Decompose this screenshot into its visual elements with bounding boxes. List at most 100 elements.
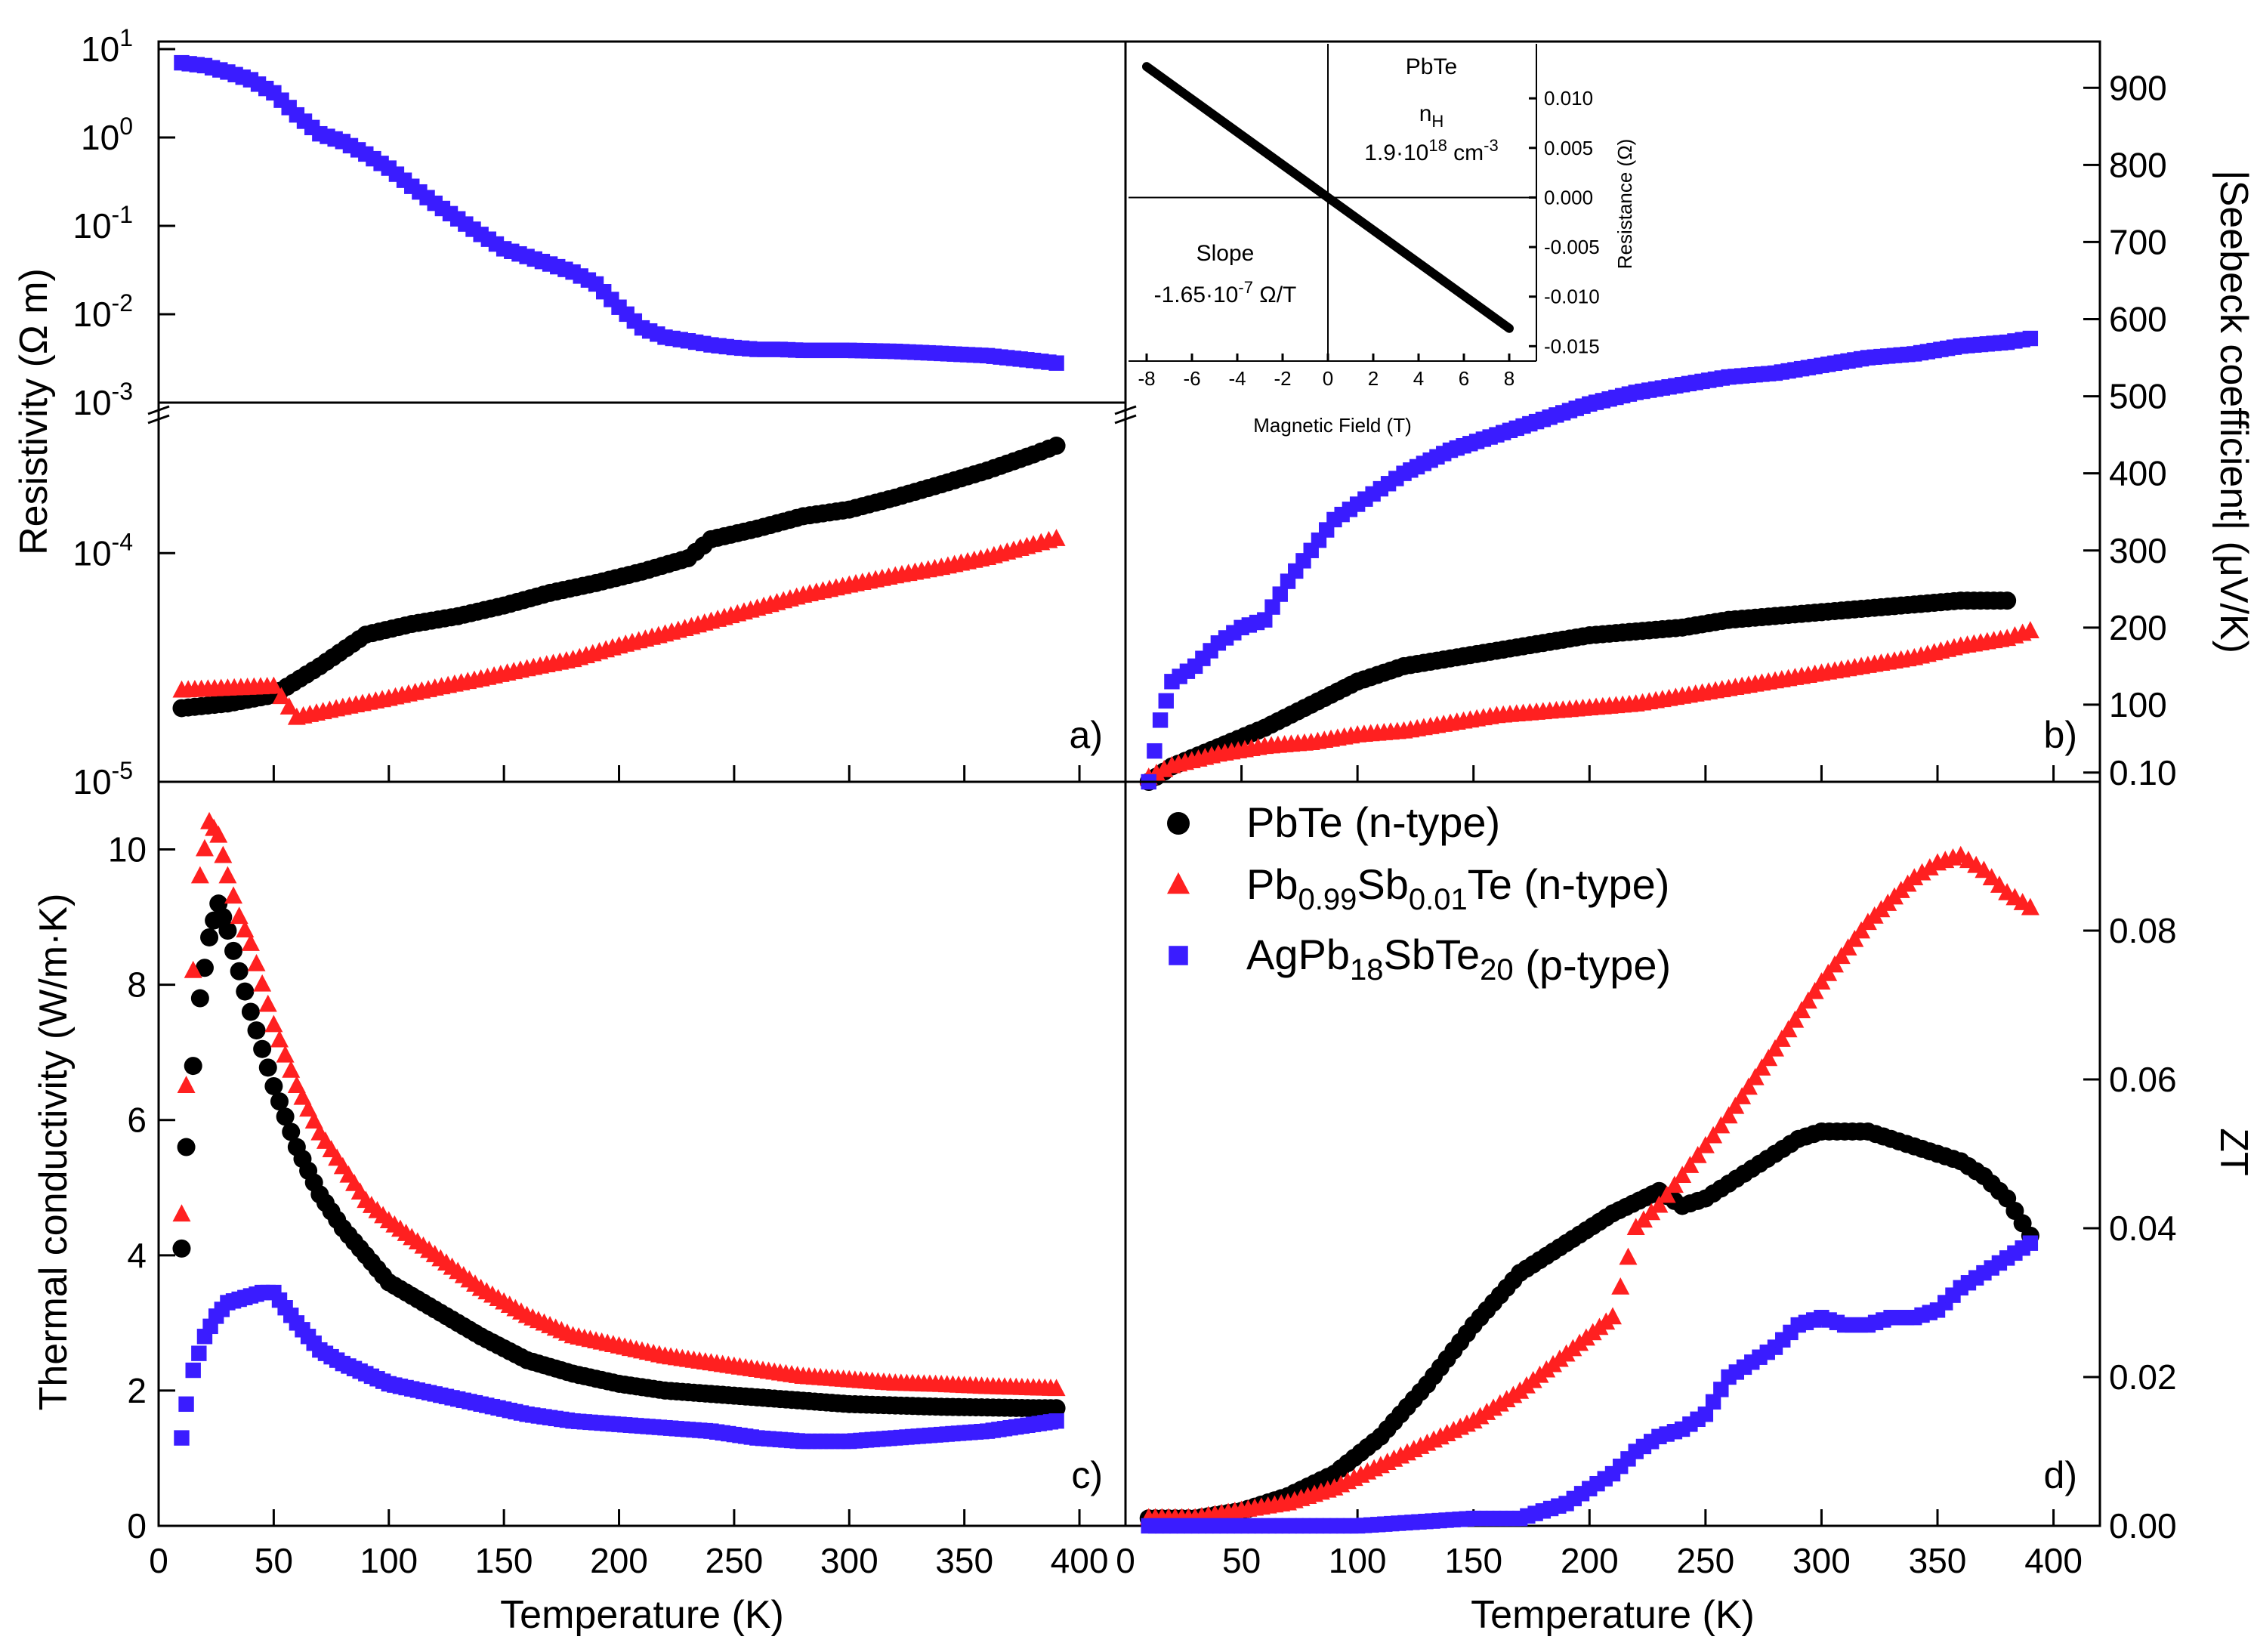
inset-x-tick-label: -2	[1274, 367, 1291, 390]
x-axis-title-c: Temperature (K)	[500, 1593, 784, 1637]
data-point-c	[190, 866, 209, 884]
data-point-c	[178, 1396, 194, 1413]
y-tick-label-b: 200	[2109, 608, 2167, 647]
x-tick-label-d: 200	[1561, 1541, 1619, 1580]
data-point-a	[1047, 529, 1066, 546]
inset-slope-label: Slope	[1196, 241, 1255, 266]
data-point-d	[1697, 1407, 1714, 1422]
y-tick-label-b: 900	[2109, 68, 2167, 107]
inset-y-tick-label: -0.005	[1544, 236, 1600, 258]
inset-x-tick-label: 8	[1504, 367, 1515, 390]
data-point-c	[236, 982, 255, 1001]
data-point-d	[1705, 1394, 1721, 1410]
x-axis-title-d: Temperature (K)	[1471, 1593, 1755, 1637]
data-point-c	[276, 1045, 295, 1063]
data-point-d	[1799, 991, 1817, 1009]
data-point-b	[1257, 612, 1273, 628]
panel-label-c: c)	[1071, 1454, 1103, 1496]
data-point-c	[224, 886, 243, 904]
data-point-b	[2022, 330, 2039, 347]
legend: PbTe (n-type) Pb0.99Sb0.01Te (n-type) AgPb…	[1167, 798, 1671, 989]
data-point-c	[241, 934, 260, 951]
data-point-c	[241, 1002, 260, 1021]
data-point-c	[287, 1076, 306, 1093]
data-point-d	[1975, 860, 1993, 878]
x-tick-label-c: 400	[1051, 1541, 1109, 1580]
data-point-d	[1982, 868, 2001, 886]
x-tick-label-c: 0	[149, 1541, 168, 1580]
data-point-d	[2022, 1235, 2039, 1251]
data-point-c	[195, 838, 214, 857]
legend-label-pbte: PbTe (n-type)	[1246, 798, 1500, 846]
data-point-c	[253, 1039, 272, 1058]
inset-y-tick-label: 0.000	[1544, 186, 1593, 208]
data-point-d	[1604, 1307, 1622, 1325]
data-point-d	[1673, 1166, 1692, 1184]
data-point-a	[1048, 355, 1064, 371]
inset-nh-value: 1.9·1018 cm-3	[1364, 136, 1498, 165]
data-point-c	[247, 953, 266, 971]
data-point-d	[1766, 1039, 1784, 1057]
y-tick-label-a: 10-2	[73, 289, 133, 334]
y-tick-label-b: 700	[2109, 222, 2167, 261]
inset-title: PbTe	[1406, 54, 1457, 79]
data-point-c	[172, 1204, 191, 1222]
data-point-b	[2021, 621, 2039, 638]
data-point-c	[247, 1021, 266, 1040]
data-point-c	[293, 1087, 312, 1105]
data-point-c	[282, 1122, 301, 1141]
data-point-c	[184, 1057, 202, 1076]
data-point-c	[224, 941, 243, 960]
data-point-c	[200, 928, 219, 946]
x-tick-label-c: 200	[590, 1541, 648, 1580]
data-point-c	[177, 1138, 196, 1156]
legend-label-pbsbte: Pb0.99Sb0.01Te (n-type)	[1246, 860, 1669, 916]
data-point-d	[1726, 1096, 1745, 1114]
inset-y-tick-label: 0.005	[1544, 137, 1593, 159]
data-point-c	[209, 825, 228, 843]
data-point-c	[304, 1111, 323, 1129]
y-tick-label-b: 500	[2109, 377, 2167, 416]
inset-slope-value: -1.65·10-7 Ω/T	[1154, 278, 1297, 307]
data-point-c	[1048, 1413, 1064, 1429]
data-point-d	[1759, 1048, 1778, 1067]
y-tick-label-a: 10-3	[73, 378, 133, 422]
data-point-b	[1158, 693, 1174, 709]
y-tick-label-c: 0	[127, 1506, 147, 1545]
legend-item-agpbsbte: AgPb18SbTe20 (p-type)	[1169, 931, 1671, 989]
data-point-d	[1719, 1106, 1738, 1124]
data-point-c	[185, 1362, 201, 1379]
data-point-c	[172, 1239, 191, 1258]
inset-x-tick-label: -8	[1138, 367, 1155, 390]
y-tick-label-c: 6	[127, 1101, 147, 1140]
data-point-b	[1998, 591, 2017, 610]
x-tick-label-c: 300	[820, 1541, 878, 1580]
inset-x-tick-label: 6	[1459, 367, 1469, 390]
data-point-d	[1792, 1001, 1811, 1018]
y-axis-title-d: ZT	[2212, 1128, 2254, 1176]
y-tick-label-d: 0.04	[2109, 1209, 2177, 1248]
data-point-c	[191, 1345, 207, 1361]
y-tick-label-b: 400	[2109, 454, 2167, 493]
data-point-b	[1272, 586, 1288, 602]
data-point-b	[1152, 712, 1169, 728]
y-axis-title-c: Thermal conductivity (W/m·K)	[32, 894, 76, 1411]
legend-marker-pbte	[1167, 812, 1190, 835]
data-point-d	[1913, 863, 1931, 881]
data-point-c	[1047, 1379, 1066, 1397]
y-tick-label-b: 800	[2109, 145, 2167, 184]
data-point-c	[218, 922, 237, 940]
inset-x-tick-label: 4	[1413, 367, 1424, 390]
data-point-c	[270, 1030, 289, 1048]
x-tick-label-d: 250	[1676, 1541, 1734, 1580]
data-point-d	[1772, 1030, 1791, 1047]
data-point-a	[272, 687, 291, 705]
x-tick-label-d: 400	[2024, 1541, 2083, 1580]
data-point-d	[1905, 868, 1924, 886]
x-tick-label-d: 150	[1444, 1541, 1502, 1580]
panel-label-a: a)	[1070, 714, 1103, 756]
data-point-c	[190, 989, 209, 1008]
inset-x-tick-label: 0	[1323, 367, 1333, 390]
y-tick-label-c: 4	[127, 1236, 147, 1275]
